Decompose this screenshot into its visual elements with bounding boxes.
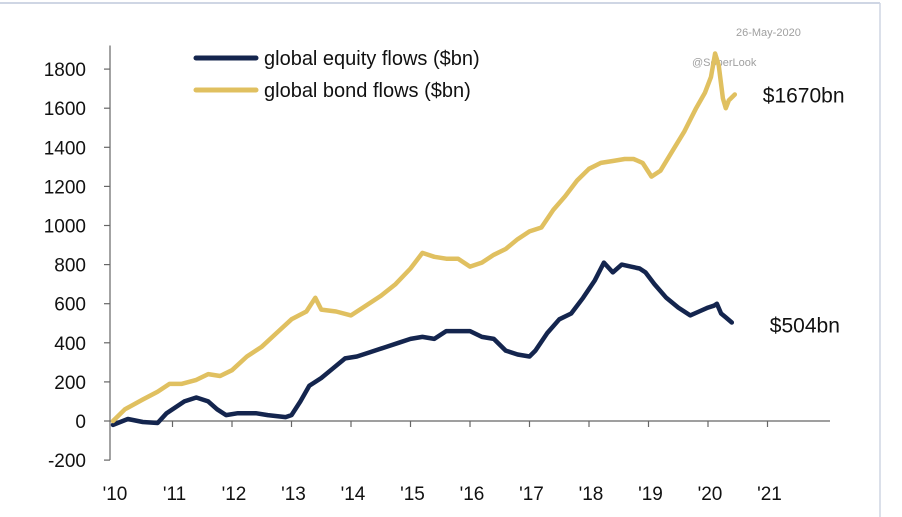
y-tick-label: 600 — [54, 295, 86, 316]
y-tick-label: 1000 — [44, 217, 86, 238]
x-tick-label: '19 — [638, 484, 663, 505]
legend-label-equity: global equity flows ($bn) — [264, 48, 480, 70]
y-tick-label: 1200 — [44, 177, 86, 198]
series-line-bond — [110, 51, 738, 424]
series-group — [110, 51, 738, 428]
x-tick-label: '11 — [163, 484, 186, 505]
y-tick-label: 1800 — [44, 60, 86, 81]
y-tick-label: 800 — [54, 256, 86, 277]
x-axis: '10 '11 '12 '13 '14 '15 '16 '17 '18 '19 '20 '21 — [103, 420, 830, 505]
watermark: @SoberLook — [692, 57, 757, 69]
x-tick-label: '14 — [341, 484, 366, 505]
y-tick-label: -200 — [48, 451, 86, 472]
chart-date: 26-May-2020 — [736, 27, 801, 39]
x-tick-label: '20 — [698, 484, 723, 505]
x-tick-label: '18 — [579, 484, 604, 505]
legend-label-bond: global bond flows ($bn) — [264, 80, 471, 102]
y-tick-label: 200 — [54, 373, 86, 394]
y-tick-label: 400 — [54, 334, 86, 355]
end-labels: $504bn $1670bn — [763, 85, 845, 338]
x-tick-label: '21 — [757, 484, 782, 505]
x-tick-label: '13 — [281, 484, 306, 505]
x-tick-label: '17 — [519, 484, 544, 505]
x-tick-label: '16 — [460, 484, 485, 505]
end-label-equity: $504bn — [770, 314, 840, 337]
y-axis: -200 0 200 400 600 800 1000 1200 1400 1600 1800 — [44, 45, 111, 472]
y-tick-label: 1600 — [44, 99, 86, 120]
x-tick-label: '10 — [103, 484, 128, 505]
y-tick-label: 1400 — [44, 138, 86, 159]
series-line-equity — [110, 260, 735, 428]
x-tick-label: '12 — [222, 484, 247, 505]
legend: global equity flows ($bn) global bond flo… — [193, 48, 480, 102]
x-tick-label: '15 — [400, 484, 425, 505]
y-tick-label: 0 — [75, 412, 86, 433]
end-label-bond: $1670bn — [763, 85, 845, 108]
